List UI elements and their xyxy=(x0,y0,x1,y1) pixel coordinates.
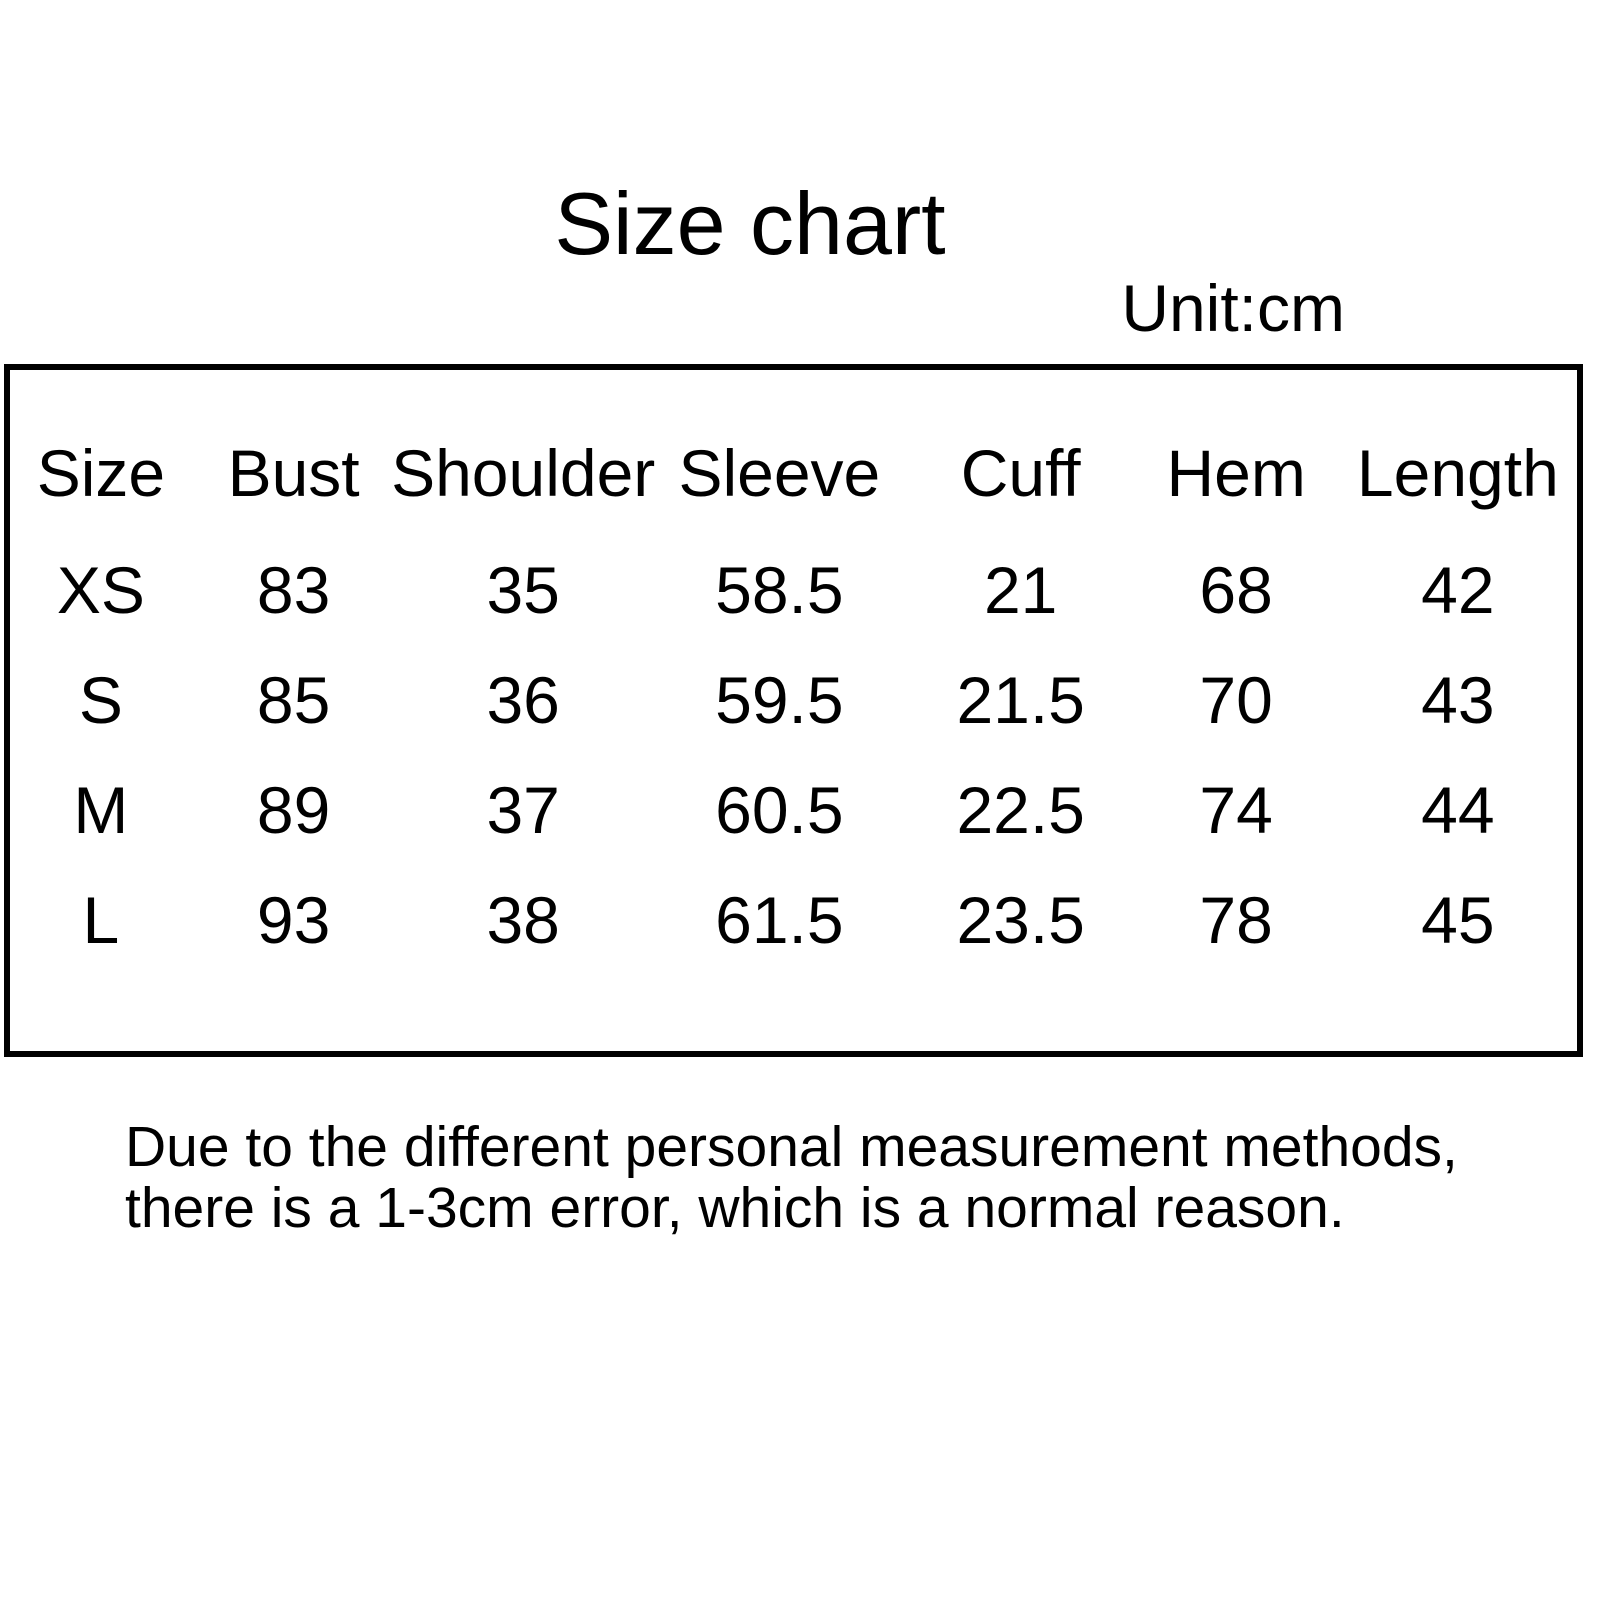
disclaimer-line-2: there is a 1-3cm error, which is a norma… xyxy=(125,1176,1345,1240)
table-cell: 74 xyxy=(1199,773,1273,847)
table-cell: 22.5 xyxy=(956,773,1085,847)
row-label-s: S xyxy=(78,663,123,737)
size-table: Size Bust Shoulder Sleeve Cuff Hem Lengt… xyxy=(4,364,1583,1057)
table-cell: 43 xyxy=(1421,663,1495,737)
table-cell: 58.5 xyxy=(715,553,844,627)
row-label-m: M xyxy=(73,773,129,847)
table-cell: 89 xyxy=(256,773,331,847)
table-cell: 83 xyxy=(256,553,331,627)
column-header-bust: Bust xyxy=(227,435,360,510)
table-cell: 36 xyxy=(486,663,560,737)
table-cell: 21 xyxy=(983,553,1058,627)
table-cell: 59.5 xyxy=(715,663,844,737)
table-cell: 42 xyxy=(1421,553,1495,627)
table-cell: 21.5 xyxy=(956,663,1085,737)
table-cell: 35 xyxy=(486,553,560,627)
column-header-sleeve: Sleeve xyxy=(678,435,881,510)
row-label-l: L xyxy=(82,883,120,957)
table-cell: 68 xyxy=(1199,553,1273,627)
measurement-disclaimer: Due to the different personal measuremen… xyxy=(125,1117,1458,1239)
table-cell: 78 xyxy=(1199,883,1273,957)
column-header-shoulder: Shoulder xyxy=(391,435,656,510)
table-cell: 44 xyxy=(1421,773,1495,847)
table-cell: 61.5 xyxy=(715,883,844,957)
table-cell: 85 xyxy=(256,663,331,737)
table-cell: 93 xyxy=(256,883,331,957)
column-header-length: Length xyxy=(1356,435,1559,510)
table-cell: 45 xyxy=(1421,883,1495,957)
table-cell: 37 xyxy=(486,773,560,847)
column-header-size: Size xyxy=(36,435,166,510)
table-cell: 70 xyxy=(1199,663,1273,737)
table-cell: 23.5 xyxy=(956,883,1085,957)
row-label-xs: XS xyxy=(56,553,145,627)
unit-label: Unit:cm xyxy=(1121,271,1345,345)
table-cell: 60.5 xyxy=(715,773,844,847)
column-header-cuff: Cuff xyxy=(960,435,1081,510)
column-header-hem: Hem xyxy=(1166,435,1306,510)
disclaimer-line-1: Due to the different personal measuremen… xyxy=(125,1115,1458,1179)
page-title: Size chart xyxy=(554,174,946,273)
size-table-grid: Size Bust Shoulder Sleeve Cuff Hem Lengt… xyxy=(10,370,1577,975)
table-cell: 38 xyxy=(486,883,560,957)
